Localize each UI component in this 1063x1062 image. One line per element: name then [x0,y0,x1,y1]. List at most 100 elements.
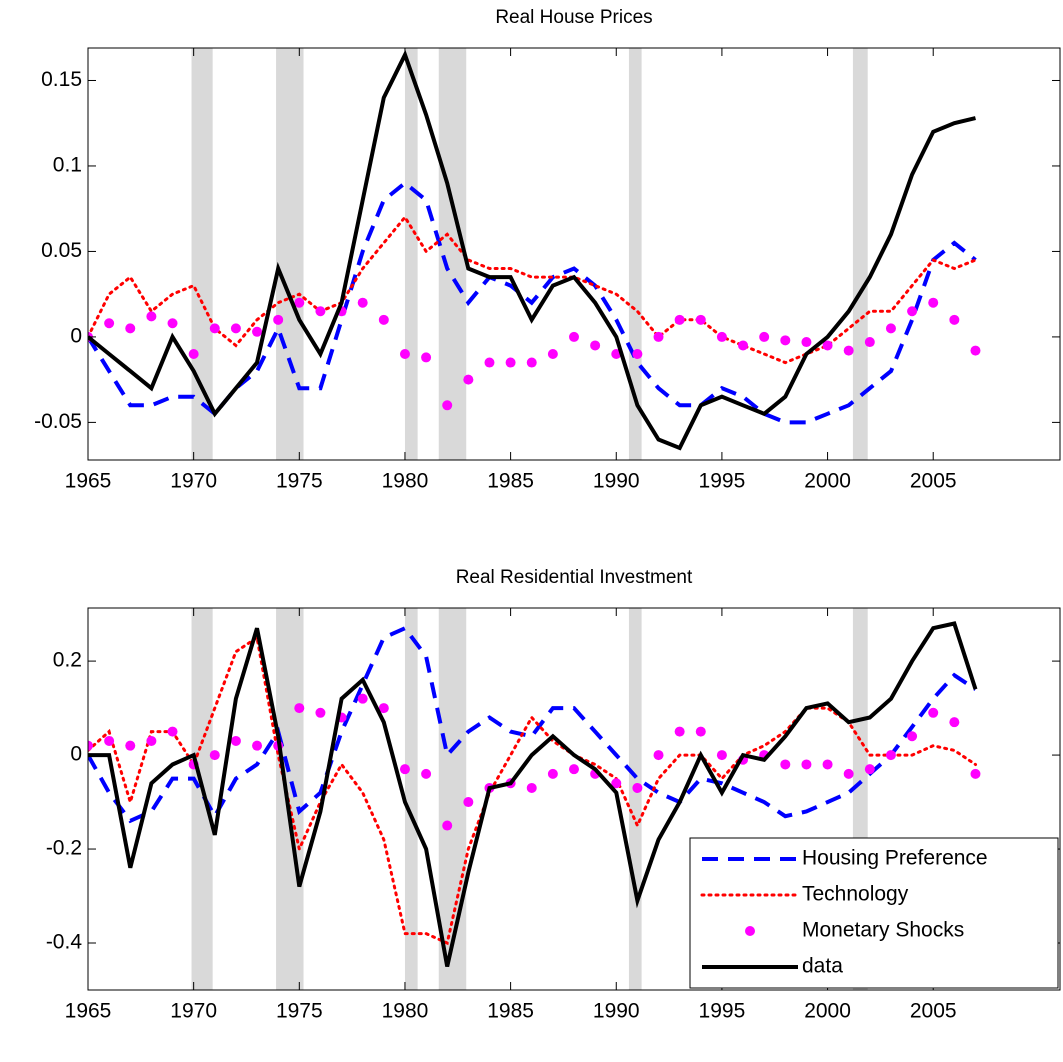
marker [125,323,136,334]
recession-band [276,48,304,460]
series-line [88,180,977,425]
marker [949,314,960,325]
x-tick-label: 2000 [804,1000,851,1023]
marker [252,326,263,337]
marker [695,314,706,325]
x-tick-label: 2005 [910,1000,957,1023]
marker [674,314,685,325]
marker [146,311,157,322]
legend-label: Housing Preference [802,847,988,870]
marker [949,717,960,728]
marker [167,726,178,737]
marker [801,337,812,348]
chart-title: Real Residential Investment [456,567,693,588]
marker [315,306,326,317]
legend-swatch [745,926,755,936]
marker [632,349,643,360]
marker [484,357,495,368]
marker [104,735,115,746]
marker [928,707,939,718]
y-tick-label: 0 [70,324,82,347]
marker [547,768,558,779]
legend-label: data [802,955,843,978]
marker [146,735,157,746]
marker [230,323,241,334]
recession-band [404,608,418,990]
series-line [88,635,977,946]
marker [970,768,981,779]
marker [104,318,115,329]
y-tick-label: -0.4 [46,931,83,954]
marker [188,349,199,360]
marker [442,400,453,411]
marker [252,740,263,751]
marker [653,750,664,761]
marker [463,374,474,385]
x-tick-label: 1965 [65,470,112,493]
marker [399,349,410,360]
marker [167,318,178,329]
recession-band [191,608,213,990]
x-tick-label: 1975 [276,1000,323,1023]
marker [421,768,432,779]
legend: Housing Preference Technology Monetary Sho… [689,837,1059,989]
marker [315,707,326,718]
x-tick-label: 1975 [276,470,323,493]
series-line [88,214,977,365]
x-tick-label: 1970 [170,470,217,493]
recession-band [628,608,642,990]
legend-label: Technology [802,883,909,906]
y-tick-label: 0.05 [41,239,82,262]
marker [907,306,918,317]
marker [357,297,368,308]
plot-area [88,48,981,460]
y-tick-label: 0 [70,743,82,766]
x-tick-label: 1985 [487,470,534,493]
legend-box [689,837,1059,989]
series-line [88,625,977,824]
recession-band [404,48,418,460]
marker [716,750,727,761]
marker [716,331,727,342]
recession-band [438,48,467,460]
marker [378,314,389,325]
x-tick-label: 1990 [593,1000,640,1023]
subplot: Real Residential Investment 1965 1970 1975 1… [46,567,1061,1023]
marker [378,703,389,714]
series-line [88,49,976,451]
marker [547,349,558,360]
marker [801,759,812,770]
marker [209,323,220,334]
marker [653,331,664,342]
marker [442,820,453,831]
marker [780,759,791,770]
marker [294,703,305,714]
marker [526,782,537,793]
marker [822,340,833,351]
marker [569,764,579,775]
marker [125,740,136,751]
marker [885,750,896,761]
marker [88,740,93,751]
marker [230,735,241,746]
marker [463,797,474,808]
axes-frame [87,47,1061,461]
marker [674,726,685,737]
subplot: Real House Prices 1965 1970 1975 1980 1985 199… [34,7,1061,493]
x-tick-label: 1965 [65,1000,112,1023]
x-tick-label: 1990 [593,470,640,493]
recession-band [438,608,467,990]
marker [569,331,579,342]
marker [421,352,432,363]
axes-frame [87,607,1061,991]
x-tick-label: 1995 [699,470,746,493]
marker [738,340,749,351]
y-tick-label: 0.1 [53,154,82,177]
x-tick-label: 1985 [487,1000,534,1023]
marker [526,357,537,368]
marker [907,731,918,742]
marker [822,759,833,770]
marker [885,323,896,334]
marker [970,345,981,356]
